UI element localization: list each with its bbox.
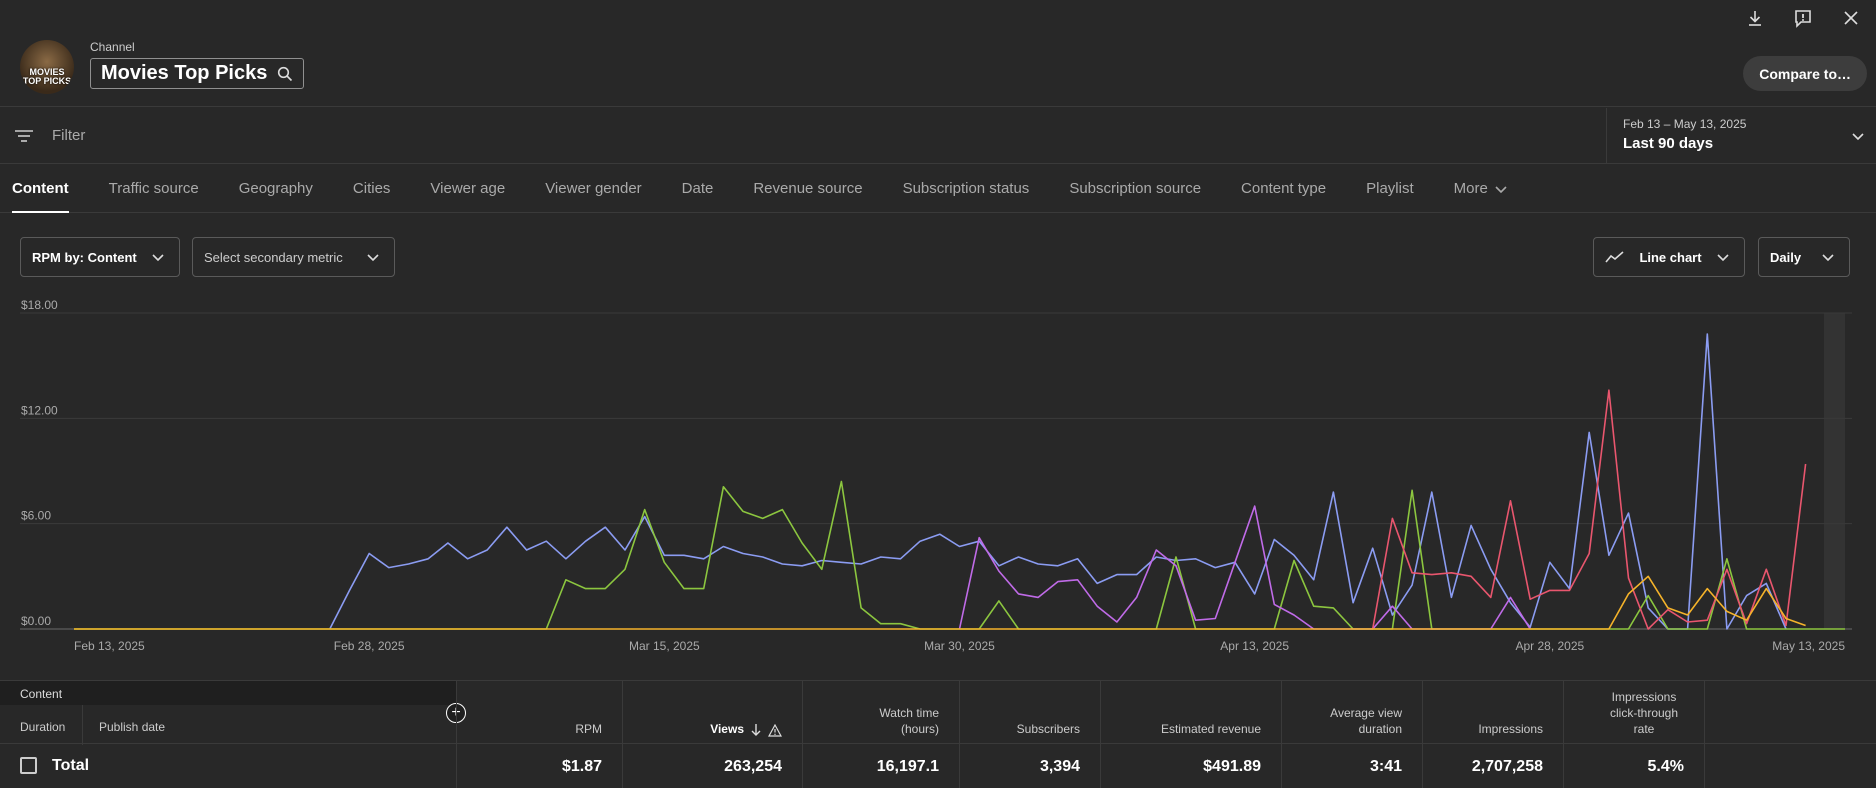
hover-highlight (1824, 313, 1845, 629)
total-revenue: $491.89 (1100, 745, 1281, 788)
tab-revenue-source[interactable]: Revenue source (753, 180, 863, 197)
y-tick-label: $18.00 (21, 300, 58, 312)
rpm-line-chart[interactable]: $18.00 $12.00 $6.00 $0.00 Feb 13, 2025 Feb 28… (0, 300, 1876, 655)
x-tick-label: Apr 28, 2025 (1515, 639, 1584, 653)
total-avg-view-duration: 3:41 (1281, 745, 1422, 788)
tab-content-type[interactable]: Content type (1241, 180, 1327, 197)
rpm-column-header[interactable]: RPM (456, 681, 622, 745)
series-line-5[interactable] (74, 575, 1806, 630)
views-column-label: Views (710, 722, 744, 736)
search-icon (278, 66, 293, 81)
subscribers-column-header[interactable]: Subscribers (959, 681, 1100, 745)
chart-type-label: Line chart (1639, 249, 1702, 265)
tab-traffic-source[interactable]: Traffic source (108, 180, 199, 197)
ctr-label: Impressions click-through rate (1609, 690, 1679, 736)
tab-content[interactable]: Content (0, 165, 89, 213)
header: MOVIES TOP PICKS Channel Movies Top Picks… (0, 0, 1876, 107)
watch-time-column-header[interactable]: Watch time (hours) (802, 681, 959, 745)
secondary-metric-dropdown[interactable]: Select secondary metric (192, 237, 395, 277)
avg-view-duration-column-header[interactable]: Average view duration (1281, 681, 1422, 745)
total-empty-cell (1704, 745, 1876, 788)
channel-label: Channel (90, 40, 135, 54)
granularity-dropdown[interactable]: Daily (1758, 237, 1850, 277)
x-tick-label: May 13, 2025 (1772, 639, 1845, 653)
total-label: Total (52, 757, 90, 774)
date-range-label: Last 90 days (1623, 135, 1714, 152)
series-line-3[interactable] (958, 505, 1531, 630)
total-views: 263,254 (622, 745, 802, 788)
dimension-tabs: Content Traffic source Geography Cities … (0, 165, 1876, 213)
y-tick-label: $6.00 (21, 509, 51, 523)
series-line-4[interactable] (1371, 389, 1807, 630)
total-ctr: 5.4% (1563, 745, 1704, 788)
series-line-1[interactable] (329, 333, 1787, 630)
x-tick-label: Mar 15, 2025 (629, 639, 700, 653)
close-icon[interactable] (1834, 6, 1868, 30)
watch-time-label: Watch time (hours) (879, 706, 939, 736)
tab-date[interactable]: Date (681, 180, 714, 197)
channel-selector[interactable]: Movies Top Picks (90, 58, 305, 89)
chevron-down-icon (367, 254, 379, 262)
tab-geography[interactable]: Geography (238, 180, 313, 197)
avg-view-duration-label: Average view duration (1330, 706, 1402, 736)
date-range-picker[interactable]: Feb 13 – May 13, 2025 Last 90 days (1606, 108, 1876, 164)
table-header: Content Duration Publish date + RPM View… (0, 680, 1876, 745)
x-tick-label: Apr 13, 2025 (1220, 639, 1289, 653)
top-toolbar (1738, 6, 1868, 30)
x-tick-label: Feb 28, 2025 (334, 639, 405, 653)
duration-column-header[interactable]: Duration (0, 705, 83, 745)
metric-dropdown[interactable]: RPM by: Content (20, 237, 180, 277)
y-tick-label: $0.00 (21, 614, 51, 628)
filter-input[interactable]: Filter (52, 127, 86, 144)
compare-button[interactable]: Compare to… (1743, 56, 1867, 91)
granularity-label: Daily (1770, 249, 1802, 265)
tab-subscription-status[interactable]: Subscription status (902, 180, 1030, 197)
chevron-down-icon (152, 254, 164, 262)
date-range-dates: Feb 13 – May 13, 2025 (1623, 117, 1747, 131)
channel-avatar[interactable]: MOVIES TOP PICKS (20, 40, 74, 94)
secondary-metric-label: Select secondary metric (204, 249, 343, 265)
chevron-down-icon (1852, 133, 1864, 141)
avatar-logo-text: MOVIES TOP PICKS (22, 67, 72, 86)
channel-name: Movies Top Picks (101, 62, 268, 84)
chevron-down-icon (1495, 185, 1507, 193)
estimated-revenue-column-header[interactable]: Estimated revenue (1100, 681, 1281, 745)
filter-bar: Filter Feb 13 – May 13, 2025 Last 90 day… (0, 108, 1876, 164)
filter-icon[interactable] (14, 127, 34, 145)
publish-date-column-header[interactable]: Publish date (99, 720, 166, 734)
chart-type-dropdown[interactable]: Line chart (1593, 237, 1745, 277)
empty-column-header (1704, 681, 1876, 745)
metric-label: RPM by: Content (32, 249, 137, 265)
total-impressions: 2,707,258 (1422, 745, 1563, 788)
impressions-column-header[interactable]: Impressions (1422, 681, 1563, 745)
x-tick-label: Feb 13, 2025 (74, 639, 145, 653)
total-checkbox[interactable] (20, 757, 37, 774)
total-watch-time: 16,197.1 (802, 745, 959, 788)
warning-icon (768, 724, 782, 737)
tab-playlist[interactable]: Playlist (1366, 180, 1414, 197)
views-column-header[interactable]: Views (622, 681, 802, 745)
tab-viewer-age[interactable]: Viewer age (430, 180, 506, 197)
total-rpm: $1.87 (456, 745, 622, 788)
y-tick-label: $12.00 (21, 403, 58, 417)
tab-viewer-gender[interactable]: Viewer gender (545, 180, 642, 197)
feedback-icon[interactable] (1786, 6, 1820, 30)
sort-down-icon (751, 724, 761, 736)
chevron-down-icon (1822, 254, 1834, 262)
total-row: Total $1.87 263,254 16,197.1 3,394 $491.… (0, 745, 1876, 788)
total-subscribers: 3,394 (959, 745, 1100, 788)
x-tick-label: Mar 30, 2025 (924, 639, 995, 653)
content-column-label: Content (0, 681, 456, 705)
series-line-2[interactable] (74, 480, 1845, 630)
line-chart-icon (1605, 251, 1624, 263)
tab-more[interactable]: More (1434, 165, 1528, 212)
tab-subscription-source[interactable]: Subscription source (1069, 180, 1202, 197)
tab-more-label: More (1453, 180, 1488, 197)
ctr-column-header[interactable]: Impressions click-through rate (1563, 681, 1704, 745)
chevron-down-icon (1717, 254, 1729, 262)
download-icon[interactable] (1738, 6, 1772, 30)
tab-cities[interactable]: Cities (352, 180, 391, 197)
